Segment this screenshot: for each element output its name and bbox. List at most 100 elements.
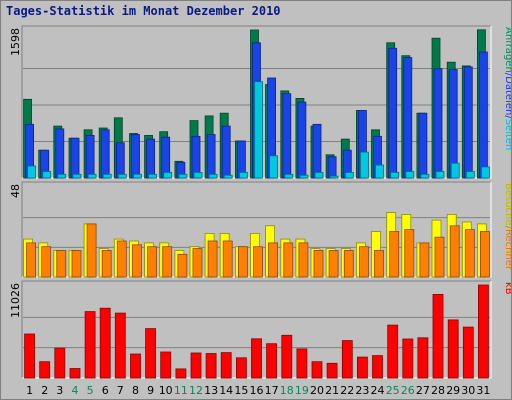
bar-Dateien-27 <box>418 112 428 179</box>
bar-Rechner-6 <box>101 250 112 278</box>
bar-kB-21 <box>326 362 338 379</box>
bar-Seiten-30 <box>465 171 475 179</box>
bar-kB-18 <box>281 334 293 379</box>
bar-Seiten-1 <box>27 165 37 179</box>
bar-kB-2 <box>39 361 51 379</box>
x-tick-label: 4 <box>72 384 79 397</box>
bar-Rechner-8 <box>132 244 142 278</box>
bar-kB-3 <box>54 347 66 379</box>
bar-kB-17 <box>266 343 278 379</box>
bar-kB-9 <box>145 328 157 379</box>
bar-Seiten-31 <box>480 166 490 179</box>
bar-kB-29 <box>447 319 459 379</box>
bar-kB-1 <box>24 333 36 379</box>
bar-Seiten-20 <box>314 171 324 179</box>
bar-kB-16 <box>251 338 262 379</box>
legend-entry: / <box>503 115 511 119</box>
bar-kB-31 <box>477 284 489 379</box>
x-tick-label: 26 <box>401 384 415 397</box>
bar-Dateien-10 <box>161 136 171 179</box>
bar-Rechner-22 <box>343 250 354 278</box>
bar-Dateien-25 <box>388 47 398 179</box>
bar-Dateien-21 <box>327 156 337 179</box>
panel-kb: 11026 kB <box>9 280 511 379</box>
bar-Rechner-28 <box>434 236 445 278</box>
bar-kB-6 <box>99 307 111 379</box>
bar-Dateien-8 <box>131 134 140 179</box>
bar-kB-25 <box>387 324 399 379</box>
bar-Seiten-11 <box>178 173 188 179</box>
bar-Rechner-1 <box>26 242 37 278</box>
x-tick-label: 14 <box>219 384 233 397</box>
series-Rechner <box>26 223 490 278</box>
bar-Rechner-26 <box>404 229 415 278</box>
series-Seiten <box>27 81 490 179</box>
bar-Rechner-16 <box>253 246 263 278</box>
bar-Rechner-30 <box>464 229 475 278</box>
bar-kB-23 <box>356 356 368 379</box>
bar-Dateien-26 <box>403 57 413 179</box>
x-tick-label: 22 <box>340 384 354 397</box>
bar-Rechner-19 <box>298 242 309 278</box>
x-tick-label: 7 <box>117 384 124 397</box>
bar-Rechner-24 <box>374 250 384 278</box>
legend-label-kb: kB <box>503 282 511 295</box>
legend-entry: kB <box>503 282 511 295</box>
bar-Rechner-14 <box>222 240 233 278</box>
x-tick-label: 30 <box>461 384 475 397</box>
legend-entry: Besuche <box>503 183 511 226</box>
bar-Seiten-21 <box>329 175 339 179</box>
bar-Seiten-24 <box>375 164 384 179</box>
bar-Dateien-4 <box>70 137 80 179</box>
legend-entry: Anfragen <box>503 27 511 73</box>
bar-Seiten-26 <box>405 171 415 179</box>
x-tick-label: 5 <box>87 384 94 397</box>
bar-Seiten-28 <box>435 171 445 179</box>
bar-kB-4 <box>69 368 81 379</box>
bar-Dateien-20 <box>312 123 322 179</box>
bar-kB-20 <box>311 361 323 379</box>
x-tick-label: 1 <box>26 384 33 397</box>
x-tick-label: 6 <box>102 384 109 397</box>
bar-Dateien-9 <box>146 138 156 179</box>
bar-Dateien-5 <box>85 134 95 179</box>
bar-Seiten-9 <box>148 173 158 179</box>
bar-kB-26 <box>402 338 414 379</box>
bar-Dateien-19 <box>297 101 307 179</box>
bar-Rechner-10 <box>162 246 173 278</box>
bar-Seiten-3 <box>57 173 67 179</box>
bar-kB-13 <box>205 353 217 379</box>
bar-Seiten-23 <box>359 151 369 179</box>
bar-Rechner-25 <box>389 231 400 278</box>
x-tick-label: 25 <box>386 384 400 397</box>
x-tick-label: 9 <box>147 384 154 397</box>
bar-Dateien-7 <box>115 142 125 179</box>
bar-Dateien-14 <box>221 125 231 179</box>
bar-Rechner-13 <box>207 240 218 278</box>
bar-kB-15 <box>235 357 247 379</box>
bar-Dateien-31 <box>478 51 488 179</box>
bar-Seiten-5 <box>87 173 97 179</box>
bar-Dateien-3 <box>55 128 65 179</box>
bar-Seiten-13 <box>208 173 218 179</box>
bar-Rechner-4 <box>71 250 82 278</box>
bar-kB-10 <box>160 351 172 379</box>
bar-kB-27 <box>417 337 429 379</box>
bar-Rechner-21 <box>328 250 339 278</box>
y-axis-max-label: 11026 <box>9 283 22 318</box>
legend-entry: Dateien <box>503 76 511 115</box>
x-tick-label: 16 <box>250 384 264 397</box>
bar-kB-30 <box>462 326 474 379</box>
bar-Rechner-31 <box>479 231 490 278</box>
bar-Rechner-3 <box>56 250 67 278</box>
x-tick-label: 11 <box>174 384 188 397</box>
bar-Seiten-29 <box>450 162 460 179</box>
chart-title: Tages-Statistik im Monat Dezember 2010 <box>6 4 281 18</box>
bar-Seiten-2 <box>42 171 52 179</box>
x-tick-label: 20 <box>310 384 324 397</box>
bar-Rechner-2 <box>41 246 52 278</box>
x-tick-label: 18 <box>280 384 294 397</box>
bar-Seiten-19 <box>299 174 309 179</box>
